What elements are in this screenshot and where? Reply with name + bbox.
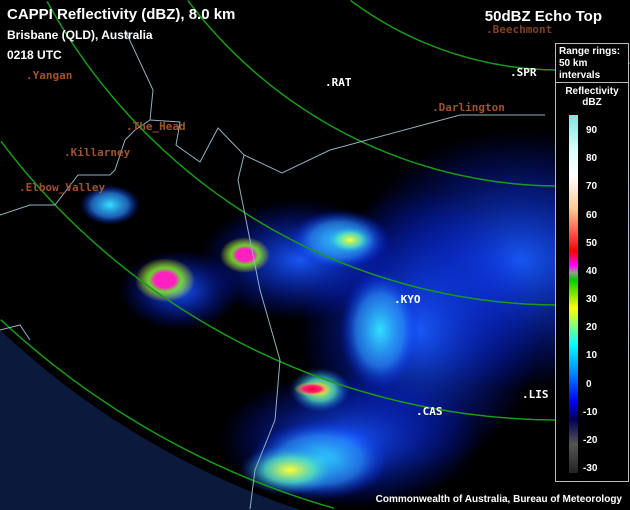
legend-tick: 60 <box>586 210 598 221</box>
legend-tick: 10 <box>586 350 598 361</box>
state-border <box>0 29 545 510</box>
legend-title-text: Reflectivity <box>565 86 619 97</box>
legend-tick: -10 <box>583 407 598 418</box>
range-ring <box>0 319 335 509</box>
site-label-cas: .CAS <box>416 405 443 418</box>
site-label-rat: .RAT <box>325 76 352 89</box>
legend: Range rings: 50 km intervals Reflectivit… <box>555 43 629 482</box>
range-ring <box>46 1 629 306</box>
legend-tick: -30 <box>583 463 598 474</box>
site-label-spr: .SPR <box>510 66 537 79</box>
rings-note-line: intervals <box>559 70 601 81</box>
place-label-beechmont: .Beechmont <box>486 23 553 36</box>
place-label-the-head: .The_Head <box>126 120 186 133</box>
range-ring <box>0 140 628 421</box>
legend-tick: 50 <box>586 238 598 249</box>
rings-note-line: Range rings: <box>559 46 621 57</box>
site-label-kyo: .KYO <box>394 293 421 306</box>
place-label-killarney: .Killarney <box>64 146 131 159</box>
site-label-lis: .LIS <box>522 388 549 401</box>
copyright-credit: Commonwealth of Australia, Bureau of Met… <box>375 494 622 505</box>
legend-tick: -20 <box>583 435 598 446</box>
range-rings-note: Range rings: 50 km intervals <box>556 44 628 83</box>
legend-tick: 90 <box>586 125 598 136</box>
legend-tick: 70 <box>586 181 598 192</box>
legend-tick: 40 <box>586 266 598 277</box>
place-label-yangan: .Yangan <box>26 69 73 82</box>
legend-unit: dBZ <box>582 97 602 108</box>
out-of-range-area <box>0 330 300 510</box>
place-label-elbow-valley: .Elbow_Valley <box>19 181 106 194</box>
product-title: CAPPI Reflectivity (dBZ), 8.0 km <box>7 6 236 23</box>
legend-tick: 0 <box>586 379 592 390</box>
radar-location: Brisbane (QLD), Australia <box>7 28 153 42</box>
legend-title: Reflectivity dBZ <box>556 83 628 108</box>
legend-tick: 20 <box>586 322 598 333</box>
range-ring <box>187 0 630 187</box>
rings-note-line: 50 km <box>559 58 588 69</box>
legend-tick: 30 <box>586 294 598 305</box>
legend-tick: 80 <box>586 153 598 164</box>
place-label-darlington: .Darlington <box>432 101 505 114</box>
color-scale-bar <box>569 115 578 473</box>
product-name: 50dBZ Echo Top <box>484 8 602 25</box>
scan-time: 0218 UTC <box>7 48 62 62</box>
